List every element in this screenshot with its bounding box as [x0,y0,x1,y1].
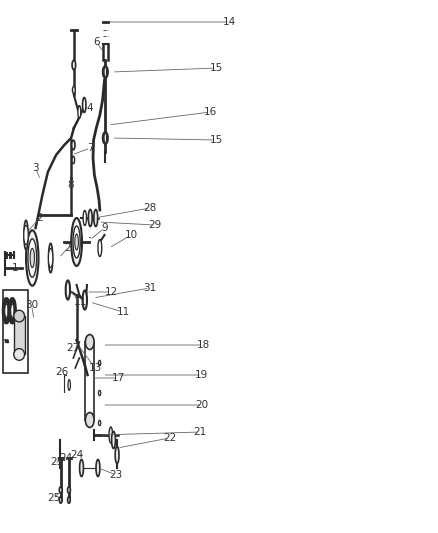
Circle shape [94,209,98,227]
Circle shape [104,133,106,143]
Ellipse shape [72,140,75,150]
Ellipse shape [72,156,74,164]
Circle shape [26,230,39,286]
Ellipse shape [85,335,94,350]
Circle shape [96,459,100,477]
Circle shape [28,239,37,277]
Circle shape [104,67,106,77]
Circle shape [10,299,15,322]
Circle shape [66,280,70,300]
Text: 18: 18 [197,340,210,350]
Text: 6: 6 [93,37,99,47]
Circle shape [73,226,80,258]
Ellipse shape [99,360,101,366]
Text: 3: 3 [32,163,39,173]
Text: 26: 26 [55,367,68,377]
Circle shape [75,234,78,250]
Circle shape [78,106,81,118]
Ellipse shape [67,487,71,493]
Text: 27: 27 [67,343,80,353]
Circle shape [98,239,102,256]
Text: 8: 8 [67,180,74,190]
Text: 25: 25 [50,457,64,467]
Circle shape [112,432,116,449]
Circle shape [80,459,84,477]
Text: 30: 30 [25,300,38,310]
Text: 14: 14 [223,17,237,27]
Text: 19: 19 [195,370,208,380]
Ellipse shape [24,220,28,249]
Text: 15: 15 [210,135,223,145]
Text: 10: 10 [125,230,138,240]
Text: 2: 2 [64,243,71,253]
Ellipse shape [60,497,62,503]
Ellipse shape [103,66,108,78]
Circle shape [83,211,86,225]
Ellipse shape [99,390,101,395]
Text: 11: 11 [117,307,130,317]
Circle shape [83,290,87,310]
Ellipse shape [103,132,108,144]
Text: 24: 24 [59,453,72,463]
Text: 31: 31 [143,283,156,293]
Text: 29: 29 [148,220,161,230]
Ellipse shape [99,421,101,426]
Ellipse shape [14,349,25,360]
Ellipse shape [14,310,25,322]
Text: 22: 22 [163,433,176,443]
Circle shape [83,98,86,112]
Circle shape [49,248,53,268]
Ellipse shape [85,413,94,427]
Text: 4: 4 [86,103,93,113]
Text: 25: 25 [48,493,61,503]
Text: 9: 9 [101,223,108,233]
Text: 28: 28 [143,203,156,213]
Bar [14,316,25,354]
Text: 7: 7 [87,143,94,153]
Text: 16: 16 [204,107,217,117]
Text: 1: 1 [12,263,18,273]
Bar [3,290,28,373]
Ellipse shape [67,497,70,503]
Circle shape [115,447,119,464]
Text: 11: 11 [74,297,87,307]
Circle shape [68,379,71,390]
Text: 17: 17 [112,373,125,383]
Ellipse shape [72,60,76,70]
Circle shape [30,248,35,268]
Circle shape [11,304,14,317]
Ellipse shape [72,86,75,94]
Text: 2: 2 [36,213,43,223]
Circle shape [88,209,92,227]
Text: 12: 12 [105,287,118,297]
Text: 24: 24 [71,450,84,460]
Circle shape [24,225,28,245]
Text: 21: 21 [193,427,206,437]
Circle shape [71,218,82,266]
Circle shape [4,299,9,322]
Text: 23: 23 [110,470,123,480]
Text: 20: 20 [195,400,208,410]
Text: 15: 15 [210,63,223,73]
Circle shape [109,427,113,443]
Text: 13: 13 [88,363,102,373]
Ellipse shape [49,244,53,273]
Ellipse shape [59,487,62,493]
Circle shape [5,304,8,317]
